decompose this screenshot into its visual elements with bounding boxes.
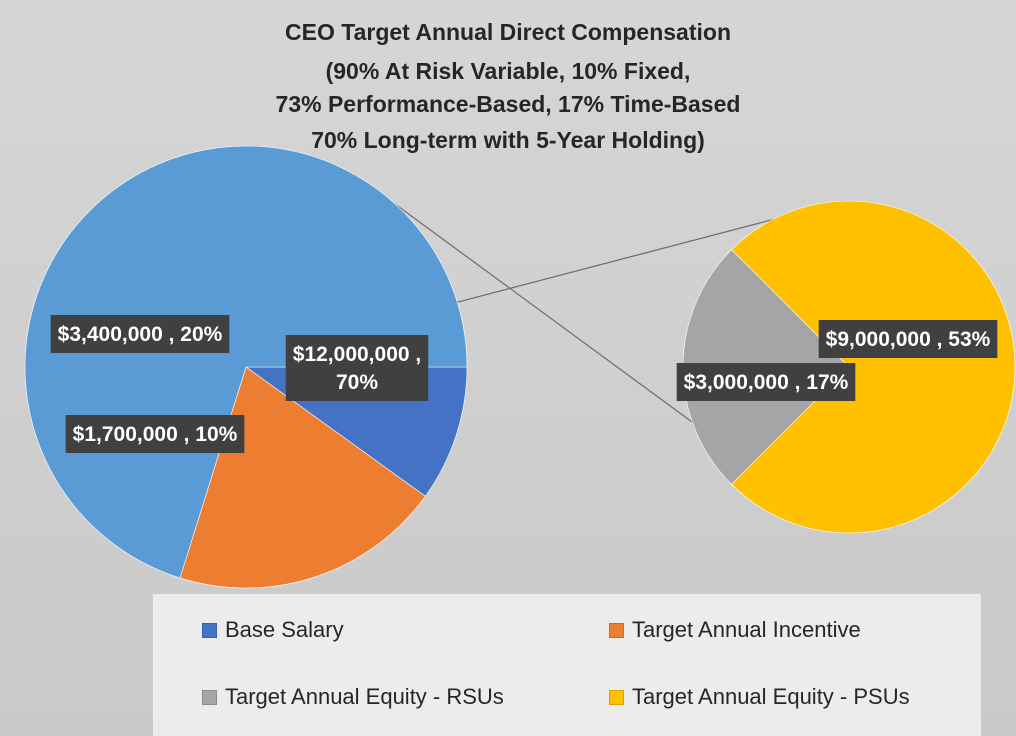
legend-item-equity-psus: Target Annual Equity - PSUs (609, 684, 910, 710)
data-label-box (65, 415, 245, 453)
legend-swatch (202, 689, 217, 705)
legend-label: Target Annual Equity - RSUs (225, 684, 504, 709)
data-label-base-salary: $1,700,000 , 10% (65, 415, 245, 453)
data-label-box (818, 320, 998, 358)
title-line-2: (90% At Risk Variable, 10% Fixed, (326, 58, 691, 84)
title-line-4: 70% Long-term with 5-Year Holding) (311, 127, 705, 153)
data-label-text: $1,700,000 , 10% (73, 423, 238, 446)
title-line-3: 73% Performance-Based, 17% Time-Based (276, 91, 741, 117)
legend-label: Target Annual Incentive (632, 617, 861, 642)
data-label-box (285, 335, 429, 401)
legend: Base Salary Target Annual Incentive Targ… (153, 594, 981, 736)
title-line-1: CEO Target Annual Direct Compensation (285, 19, 731, 45)
main-pie-slice-other (24, 145, 468, 579)
data-label-text: $3,000,000 , 17% (684, 371, 849, 394)
secondary-pie-slice-target-annual-equity---psus (731, 200, 1016, 534)
data-label-text: $12,000,000 , (293, 343, 421, 366)
legend-item-target-annual-incentive: Target Annual Incentive (609, 617, 861, 643)
legend-swatch (609, 622, 624, 638)
data-label-box (676, 363, 856, 401)
data-label-other: $12,000,000 , 70% (285, 335, 429, 401)
data-label-text: $9,000,000 , 53% (826, 328, 991, 351)
legend-swatch (202, 622, 217, 638)
data-label-equity-rsus: $3,000,000 , 17% (676, 363, 856, 401)
data-label-text: 70% (336, 371, 378, 394)
legend-label: Target Annual Equity - PSUs (632, 684, 910, 709)
chart-title: CEO Target Annual Direct Compensation (9… (276, 19, 741, 153)
data-labels: $3,400,000 , 20% $1,700,000 , 10% $12,000,… (50, 315, 998, 453)
legend-swatch (609, 689, 624, 705)
data-label-box (50, 315, 230, 353)
data-label-target-annual-incentive: $3,400,000 , 20% (50, 315, 230, 353)
legend-label: Base Salary (225, 617, 344, 642)
legend-item-base-salary: Base Salary (202, 617, 344, 643)
data-label-equity-psus: $9,000,000 , 53% (818, 320, 998, 358)
legend-item-equity-rsus: Target Annual Equity - RSUs (202, 684, 504, 710)
data-label-text: $3,400,000 , 20% (58, 323, 223, 346)
